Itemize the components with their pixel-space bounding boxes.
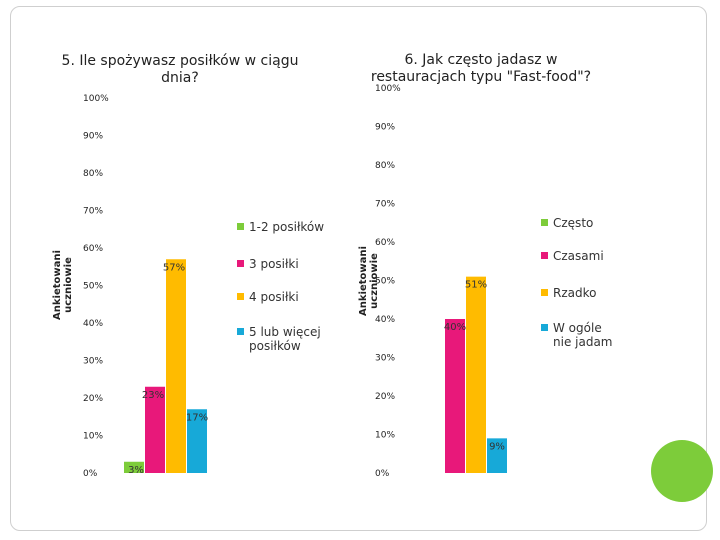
chart2-y-tick-label: 70% [375, 200, 395, 210]
chart1-data-label-4: 17% [186, 412, 208, 423]
legend-label: Czasami [553, 249, 604, 263]
chart2-data-label-2: 40% [444, 322, 466, 333]
legend-swatch [237, 293, 244, 300]
chart1-bar-4 [187, 409, 207, 473]
chart2-y-tick-label: 0% [375, 469, 390, 479]
chart1-y-tick-label: 20% [83, 394, 103, 404]
chart2-legend-item-1: Często [541, 216, 621, 230]
chart1-y-axis-title: Ankietowaniuczniowie [52, 250, 74, 320]
chart1-data-label-1: 3% [128, 465, 144, 476]
chart2-legend-item-3: Rzadko [541, 286, 621, 300]
legend-swatch [541, 219, 548, 226]
chart2-y-tick-label: 100% [375, 84, 401, 94]
chart1-bar-2 [145, 386, 165, 473]
chart1-y-tick-label: 90% [83, 132, 103, 142]
slide-frame [10, 6, 707, 531]
chart1-y-tick-label: 70% [83, 207, 103, 217]
chart2-bar-4 [487, 438, 507, 473]
legend-label: W ogóle nie jadam [553, 321, 613, 349]
chart2-y-tick-label: 90% [375, 123, 395, 133]
legend-label: 5 lub więcej posiłków [249, 325, 321, 353]
legend-label: Często [553, 216, 594, 230]
chart2-y-tick-label: 50% [375, 277, 395, 287]
chart2-y-tick-label: 20% [375, 392, 395, 402]
chart1-legend-item-2: 3 posiłki [237, 257, 347, 271]
legend-swatch [541, 252, 548, 259]
chart2-bar-2 [445, 319, 465, 473]
chart1-data-label-2: 23% [142, 390, 164, 401]
chart1-data-label-3: 57% [163, 262, 185, 273]
chart2-y-tick-label: 40% [375, 315, 395, 325]
chart2-title: 6. Jak często jadasz w restauracjach typ… [370, 52, 592, 85]
legend-swatch [541, 289, 548, 296]
chart1-legend-item-3: 4 posiłki [237, 290, 347, 304]
chart1-y-tick-label: 80% [83, 169, 103, 179]
chart2-data-label-4: 9% [489, 441, 505, 452]
chart1-y-tick-label: 10% [83, 432, 103, 442]
chart2-legend-item-4: W ogóle nie jadam [541, 321, 621, 349]
chart1-y-tick-label: 50% [83, 282, 103, 292]
decorative-green-circle [651, 440, 713, 502]
legend-label: 4 posiłki [249, 290, 299, 304]
chart1-bar-1 [124, 461, 144, 473]
legend-label: 3 posiłki [249, 257, 299, 271]
legend-label: 1-2 posiłków [249, 220, 325, 234]
legend-swatch [237, 328, 244, 335]
chart1-y-tick-label: 0% [83, 469, 98, 479]
chart2-y-tick-label: 30% [375, 354, 395, 364]
legend-label: Rzadko [553, 286, 597, 300]
chart2-data-label-3: 51% [465, 280, 487, 291]
legend-swatch [237, 223, 244, 230]
legend-swatch [541, 324, 548, 331]
chart1-y-tick-label: 30% [83, 357, 103, 367]
chart1-title: 5. Ile spożywasz posiłków w ciągu dnia? [61, 53, 299, 86]
chart1-bar-3 [166, 259, 186, 473]
chart1-legend-item-4: 5 lub więcej posiłków [237, 325, 347, 353]
chart2-y-tick-label: 10% [375, 431, 395, 441]
chart1-y-tick-label: 100% [83, 94, 109, 104]
chart1-y-tick-label: 60% [83, 244, 103, 254]
chart2-y-tick-label: 80% [375, 161, 395, 171]
chart2-legend-item-2: Czasami [541, 249, 621, 263]
legend-swatch [237, 260, 244, 267]
chart1-y-tick-label: 40% [83, 319, 103, 329]
chart2-bar-3 [466, 276, 486, 473]
chart1-legend-item-1: 1-2 posiłków [237, 220, 347, 234]
chart2-y-axis-title: Ankietowaniuczniowie [358, 246, 380, 316]
chart2-y-tick-label: 60% [375, 238, 395, 248]
